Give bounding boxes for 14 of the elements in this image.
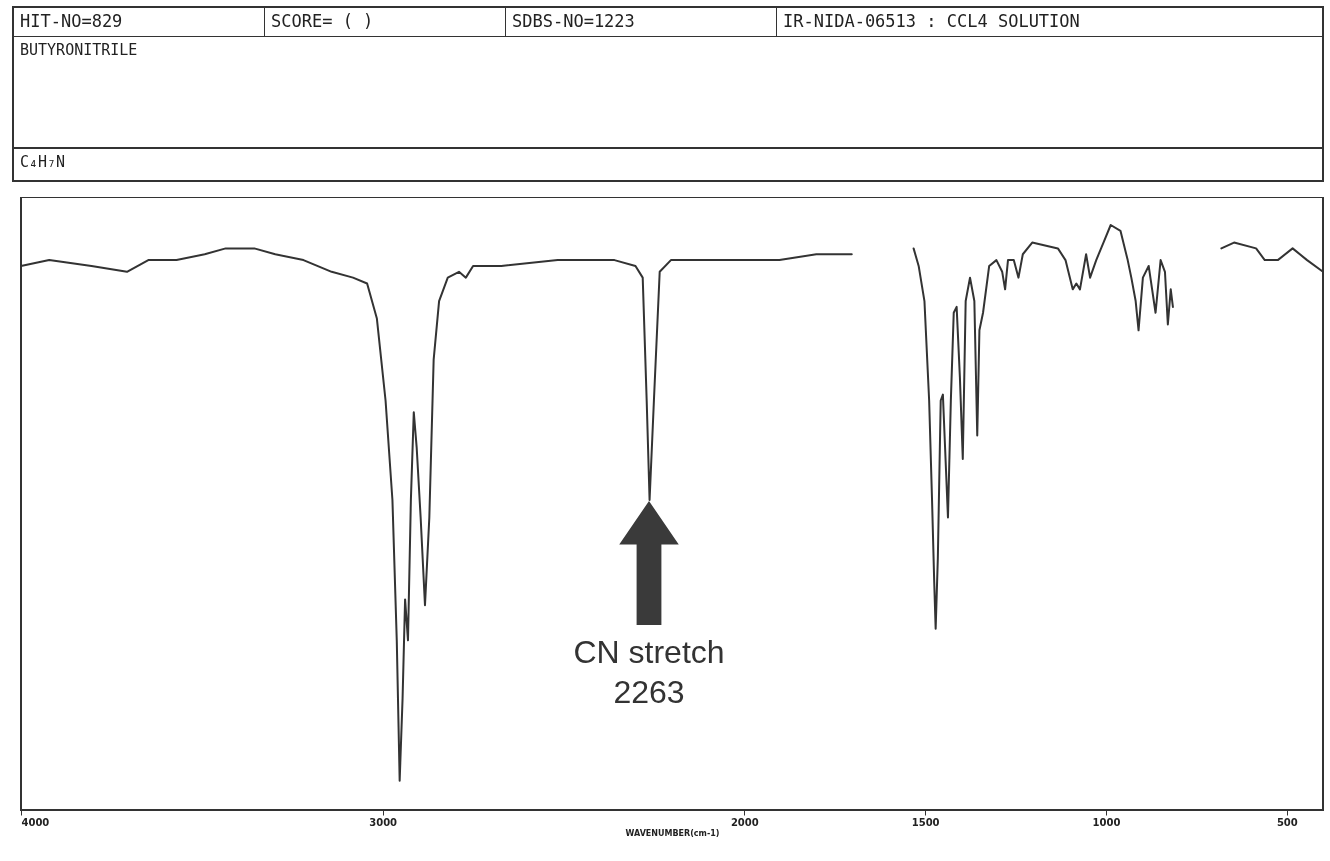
- x-tick-label: 3000: [369, 816, 398, 828]
- x-tick-label: 1000: [1092, 816, 1121, 828]
- x-tick-label: 500: [1276, 816, 1298, 828]
- text: SDBS-NO=1223: [506, 8, 777, 36]
- chart-subtitle: C₄H₇N: [19, 152, 67, 173]
- text: HIT-NO=829: [14, 8, 265, 36]
- x-axis-title: WAVENUMBER(cm-1): [625, 828, 720, 838]
- x-tick-label: 2000: [730, 816, 759, 828]
- text: SCORE= ( ): [265, 8, 506, 36]
- chart-title: BUTYRONITRILE: [14, 37, 1322, 149]
- x-tick-label: 4000: [21, 816, 50, 828]
- x-tick-label: 1500: [911, 816, 940, 828]
- annotation: CN stretch 2263: [573, 634, 725, 710]
- text: IR-NIDA-06513 : CCL4 SOLUTION: [782, 10, 1081, 33]
